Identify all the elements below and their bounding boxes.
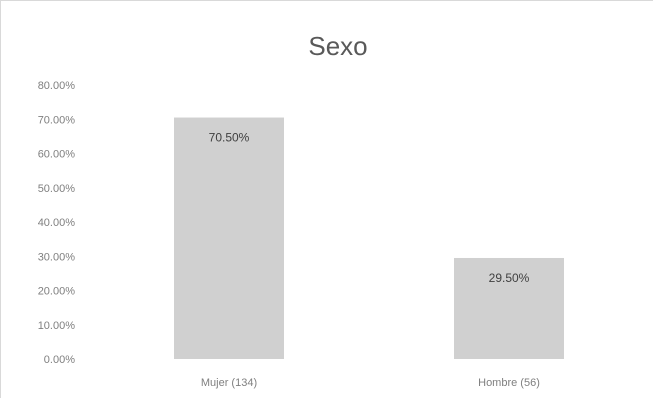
y-tick-label: 70.00% bbox=[38, 114, 76, 126]
y-tick-label: 40.00% bbox=[38, 217, 76, 229]
data-labels: 70.50% 29.50% bbox=[209, 131, 530, 285]
y-tick-label: 20.00% bbox=[38, 286, 76, 298]
y-tick-label: 10.00% bbox=[38, 320, 76, 332]
bar-1 bbox=[174, 117, 284, 359]
y-tick-label: 0.00% bbox=[44, 354, 75, 366]
y-tick-label: 80.00% bbox=[38, 80, 76, 92]
x-tick-label: Hombre (56) bbox=[478, 377, 540, 389]
bar-value-label: 70.50% bbox=[209, 131, 250, 145]
bar-2 bbox=[454, 257, 564, 359]
y-tick-label: 50.00% bbox=[38, 183, 76, 195]
y-tick-label: 30.00% bbox=[38, 251, 76, 263]
x-tick-label: Mujer (134) bbox=[201, 377, 257, 389]
y-axis: 0.00% 10.00% 20.00% 30.00% 40.00% 50.00% 60.00… bbox=[38, 80, 76, 366]
chart-title: Sexo bbox=[308, 31, 367, 61]
bars bbox=[174, 117, 564, 359]
y-tick-label: 60.00% bbox=[38, 149, 76, 161]
bar-value-label: 29.50% bbox=[489, 271, 530, 285]
x-axis: Mujer (134) Hombre (56) bbox=[201, 377, 540, 389]
